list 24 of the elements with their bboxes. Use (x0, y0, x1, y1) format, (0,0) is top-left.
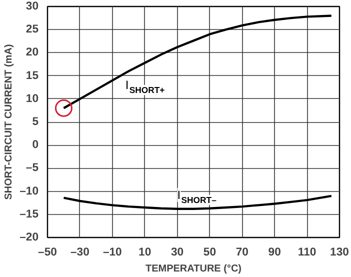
y-tick-label: 10 (26, 92, 39, 105)
x-tick-label: 30 (170, 246, 184, 258)
x-tick-label: –30 (70, 246, 90, 258)
y-tick-label: –10 (20, 185, 39, 198)
y-tick-label: –5 (26, 162, 39, 174)
x-tick-label: 130 (330, 246, 349, 258)
y-axis-title: SHORT-CIRCUIT CURRENT (mA) (4, 44, 15, 200)
y-tick-label: 20 (26, 46, 39, 59)
x-tick-label: 70 (236, 246, 248, 258)
x-tick-label: 110 (298, 246, 316, 258)
y-tick-label: 30 (26, 0, 39, 12)
y-tick-label: 15 (26, 70, 39, 82)
x-tick-label: 10 (138, 246, 152, 258)
y-tick-label: 5 (32, 116, 39, 128)
x-tick-label: –50 (38, 246, 57, 258)
x-tick-label: –10 (102, 246, 122, 258)
y-tick-label: 25 (26, 24, 39, 36)
y-tick-label: –15 (20, 208, 39, 220)
x-axis-title: TEMPERATURE (°C) (145, 264, 242, 274)
y-tick-label: 0 (32, 139, 39, 152)
x-tick-label: 50 (203, 246, 216, 258)
y-tick-label: –20 (20, 232, 39, 244)
line-series (62, 194, 332, 210)
x-tick-label: 90 (268, 246, 281, 258)
